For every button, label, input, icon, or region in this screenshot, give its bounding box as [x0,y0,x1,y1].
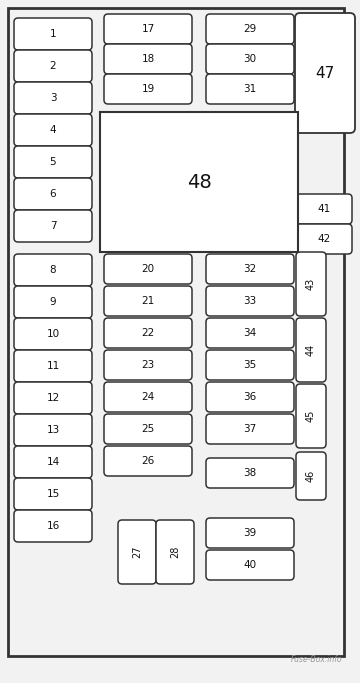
Text: 16: 16 [46,521,60,531]
FancyBboxPatch shape [14,414,92,446]
FancyBboxPatch shape [206,44,294,74]
FancyBboxPatch shape [14,210,92,242]
Text: Fuse-Box.info: Fuse-Box.info [291,655,342,664]
FancyBboxPatch shape [14,382,92,414]
Text: 6: 6 [50,189,56,199]
Text: 44: 44 [306,344,316,356]
Text: 20: 20 [141,264,154,274]
Text: 8: 8 [50,265,56,275]
Text: 13: 13 [46,425,60,435]
FancyBboxPatch shape [104,318,192,348]
Text: 35: 35 [243,360,257,370]
FancyBboxPatch shape [296,224,352,254]
FancyBboxPatch shape [206,74,294,104]
Text: 48: 48 [186,173,211,191]
FancyBboxPatch shape [104,44,192,74]
FancyBboxPatch shape [206,518,294,548]
Text: 24: 24 [141,392,155,402]
Text: 23: 23 [141,360,155,370]
Text: 32: 32 [243,264,257,274]
FancyBboxPatch shape [14,318,92,350]
Text: 21: 21 [141,296,155,306]
Text: 29: 29 [243,24,257,34]
Text: 15: 15 [46,489,60,499]
Text: 22: 22 [141,328,155,338]
Text: 41: 41 [318,204,330,214]
Text: 17: 17 [141,24,155,34]
FancyBboxPatch shape [206,286,294,316]
FancyBboxPatch shape [206,14,294,44]
Text: 2: 2 [50,61,56,71]
Text: 40: 40 [243,560,257,570]
FancyBboxPatch shape [104,350,192,380]
FancyBboxPatch shape [14,254,92,286]
FancyBboxPatch shape [104,286,192,316]
FancyBboxPatch shape [14,82,92,114]
FancyBboxPatch shape [14,146,92,178]
Text: 9: 9 [50,297,56,307]
Text: 30: 30 [243,54,257,64]
FancyBboxPatch shape [14,478,92,510]
FancyBboxPatch shape [296,452,326,500]
Text: 5: 5 [50,157,56,167]
FancyBboxPatch shape [118,520,156,584]
Text: 33: 33 [243,296,257,306]
FancyBboxPatch shape [104,74,192,104]
Text: 36: 36 [243,392,257,402]
Text: 26: 26 [141,456,155,466]
FancyBboxPatch shape [14,510,92,542]
Text: 25: 25 [141,424,155,434]
FancyBboxPatch shape [206,318,294,348]
Text: 45: 45 [306,410,316,422]
Text: 19: 19 [141,84,155,94]
Text: 38: 38 [243,468,257,478]
Text: 7: 7 [50,221,56,231]
Text: 14: 14 [46,457,60,467]
Text: 46: 46 [306,470,316,482]
FancyBboxPatch shape [206,350,294,380]
FancyBboxPatch shape [104,14,192,44]
FancyBboxPatch shape [296,252,326,316]
FancyBboxPatch shape [14,178,92,210]
Text: 10: 10 [46,329,59,339]
FancyBboxPatch shape [104,254,192,284]
FancyBboxPatch shape [14,18,92,50]
FancyBboxPatch shape [14,350,92,382]
FancyBboxPatch shape [14,114,92,146]
FancyBboxPatch shape [156,520,194,584]
Text: 43: 43 [306,278,316,290]
Text: 1: 1 [50,29,56,39]
FancyBboxPatch shape [295,13,355,133]
FancyBboxPatch shape [206,382,294,412]
FancyBboxPatch shape [104,382,192,412]
Text: 27: 27 [132,546,142,558]
FancyBboxPatch shape [14,286,92,318]
Text: 11: 11 [46,361,60,371]
Text: 18: 18 [141,54,155,64]
FancyBboxPatch shape [206,414,294,444]
FancyBboxPatch shape [104,446,192,476]
Text: 4: 4 [50,125,56,135]
FancyBboxPatch shape [206,550,294,580]
Text: 34: 34 [243,328,257,338]
Text: 47: 47 [315,66,335,81]
Text: 12: 12 [46,393,60,403]
Text: 3: 3 [50,93,56,103]
FancyBboxPatch shape [104,414,192,444]
Bar [100,112,298,252]
FancyBboxPatch shape [14,50,92,82]
FancyBboxPatch shape [206,458,294,488]
Text: 37: 37 [243,424,257,434]
FancyBboxPatch shape [206,254,294,284]
FancyBboxPatch shape [14,446,92,478]
Text: 42: 42 [318,234,330,244]
FancyBboxPatch shape [296,194,352,224]
Text: 39: 39 [243,528,257,538]
Text: 28: 28 [170,546,180,558]
Text: 31: 31 [243,84,257,94]
FancyBboxPatch shape [296,384,326,448]
FancyBboxPatch shape [296,318,326,382]
